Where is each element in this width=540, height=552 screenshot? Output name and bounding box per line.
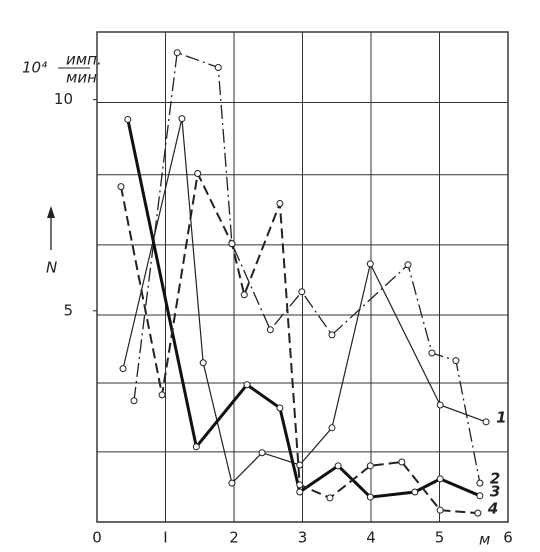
- y-label: N: [46, 259, 57, 277]
- series-label: 2: [490, 470, 500, 488]
- point: [173, 49, 181, 57]
- point: [276, 200, 284, 207]
- series-line: [126, 119, 481, 499]
- series-label: 4: [487, 500, 498, 518]
- point: [436, 475, 444, 483]
- series-line: [122, 118, 487, 485]
- y-unit-power: 10⁴: [22, 59, 47, 77]
- point: [178, 115, 186, 123]
- point: [411, 488, 419, 496]
- series-label: 3: [490, 482, 500, 500]
- x-tick-label: 4: [366, 529, 376, 547]
- point: [228, 240, 236, 248]
- point: [436, 401, 444, 409]
- point: [199, 359, 207, 367]
- point: [158, 391, 166, 399]
- point: [296, 481, 304, 489]
- point: [119, 365, 127, 373]
- x-tick-label: 5: [435, 529, 445, 547]
- x-tick-label: I: [163, 529, 167, 547]
- point: [266, 326, 274, 334]
- point: [276, 404, 284, 412]
- series-line: [133, 51, 481, 484]
- point: [214, 63, 222, 71]
- point: [398, 458, 406, 466]
- point: [258, 449, 266, 457]
- point: [334, 462, 342, 470]
- y-unit-top: имп.: [66, 51, 102, 69]
- x-tick-label: 0: [92, 529, 102, 547]
- x-tick-label: 6: [503, 529, 513, 547]
- point: [476, 479, 484, 487]
- point: [328, 424, 336, 432]
- series-label: 1: [496, 408, 506, 426]
- point: [366, 260, 374, 268]
- point: [240, 291, 248, 299]
- point: [476, 492, 484, 500]
- point: [326, 494, 334, 502]
- y-unit-bottom: мин: [66, 69, 97, 87]
- x-unit: м: [479, 531, 490, 549]
- point: [130, 397, 138, 405]
- point: [482, 418, 490, 426]
- point: [404, 261, 412, 269]
- y-tick-label: 5: [63, 301, 73, 319]
- point: [192, 443, 200, 451]
- point: [436, 506, 444, 514]
- point: [296, 488, 304, 496]
- point: [452, 357, 460, 365]
- point: [296, 461, 304, 469]
- point: [474, 509, 482, 517]
- point: [366, 462, 374, 470]
- point: [228, 479, 236, 487]
- point: [117, 183, 125, 191]
- point: [366, 493, 374, 501]
- point: [328, 331, 336, 339]
- point: [298, 288, 306, 296]
- y-arrow-head: [47, 206, 55, 218]
- point: [194, 170, 202, 178]
- point: [124, 115, 132, 123]
- series-line: [119, 170, 478, 515]
- x-tick-label: 3: [298, 529, 308, 547]
- point: [428, 349, 436, 357]
- point: [243, 381, 251, 389]
- x-tick-label: 2: [229, 529, 239, 547]
- y-tick-label: 10: [54, 90, 73, 108]
